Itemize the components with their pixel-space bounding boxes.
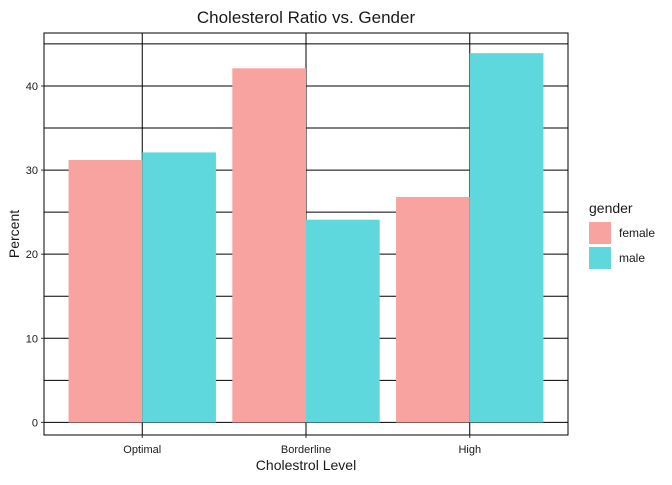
y-tick-label: 0 xyxy=(32,417,38,429)
y-axis: 0 10 20 30 40 xyxy=(26,81,44,429)
x-axis: Optimal Borderline High xyxy=(123,435,481,456)
legend-key-male xyxy=(589,247,611,269)
x-tick-label: High xyxy=(458,444,481,456)
y-tick-label: 10 xyxy=(26,333,38,345)
y-tick-label: 40 xyxy=(26,81,38,93)
x-tick-label: Optimal xyxy=(123,444,161,456)
legend: gender female male xyxy=(589,200,655,269)
legend-label-male: male xyxy=(619,251,645,265)
legend-items: female male xyxy=(589,222,655,269)
bar-female-optimal xyxy=(68,159,143,423)
y-tick-label: 20 xyxy=(26,249,38,261)
y-axis-title: Percent xyxy=(6,210,22,258)
legend-title: gender xyxy=(589,200,633,216)
bar-male-high xyxy=(469,53,544,423)
bar-layer xyxy=(68,53,544,423)
x-axis-title: Cholestrol Level xyxy=(256,457,356,473)
bar-male-borderline xyxy=(306,219,380,423)
bar-female-high xyxy=(396,196,470,423)
legend-label-female: female xyxy=(619,226,655,240)
bar-male-optimal xyxy=(142,152,216,423)
y-tick-label: 30 xyxy=(26,165,38,177)
x-tick-label: Borderline xyxy=(281,444,331,456)
chart-title: Cholesterol Ratio vs. Gender xyxy=(197,8,416,27)
legend-key-female xyxy=(589,222,611,244)
bar-female-borderline xyxy=(232,68,306,423)
